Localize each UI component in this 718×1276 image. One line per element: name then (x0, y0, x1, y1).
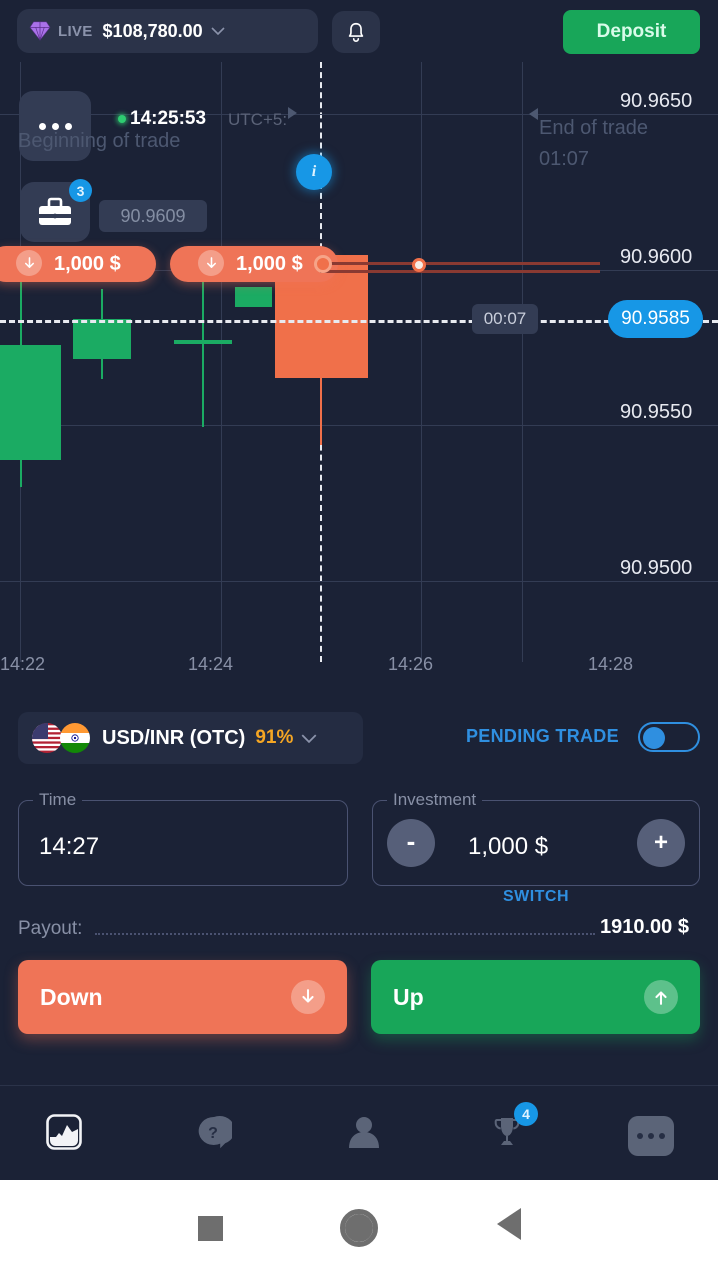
svg-text:?: ? (208, 1125, 218, 1142)
